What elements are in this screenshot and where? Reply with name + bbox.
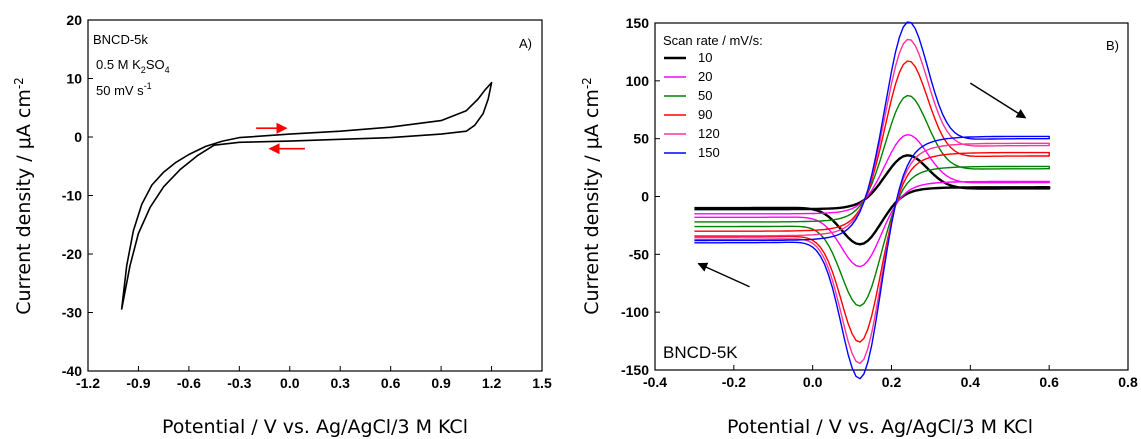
x-tick-label: 0.2 xyxy=(882,374,902,390)
panel-a-x-ticks: -1.2 -0.9 -0.6 -0.3 0.0 0.3 0.6 0.9 1.2 1.5 xyxy=(76,366,552,391)
x-tick-label: 0.4 xyxy=(961,374,981,390)
cv-curve-90 xyxy=(694,60,1050,343)
panel-b: -0.4 -0.2 0.0 0.2 0.4 0.6 0.8 -150 -100 -50 0 50 10… xyxy=(580,15,1138,438)
x-tick-label: 0.3 xyxy=(330,375,350,391)
scan-direction-arrow xyxy=(697,262,750,288)
legend-label: 150 xyxy=(698,145,720,160)
y-tick-label: 150 xyxy=(626,15,650,31)
legend-label: 10 xyxy=(698,50,712,65)
x-tick-label: -0.9 xyxy=(126,375,150,391)
x-tick-label: -1.2 xyxy=(76,375,100,391)
x-tick-label: 0.8 xyxy=(1118,374,1138,390)
panel-b-label: B) xyxy=(1106,38,1119,53)
x-tick-label: -0.4 xyxy=(643,374,667,390)
panel-b-series xyxy=(694,21,1051,380)
panel-b-legend: Scan rate / mV/s: 10 20 50 90 120 150 xyxy=(663,33,763,160)
scan-direction-arrow xyxy=(969,82,1027,119)
x-tick-label: 0.0 xyxy=(803,374,823,390)
y-tick-label: -30 xyxy=(62,305,82,321)
cv-curve-20 xyxy=(694,134,1050,268)
panel-a-series xyxy=(120,81,493,310)
y-tick-label: -40 xyxy=(62,363,82,379)
y-tick-label: 0 xyxy=(641,189,649,205)
x-tick-label: 0.9 xyxy=(431,375,451,391)
panel-b-x-axis-label: Potential / V vs. Ag/AgCl/3 M KCl xyxy=(727,416,1033,438)
panel-b-y-axis-label: Current density / μA cm-2 xyxy=(580,77,603,315)
panel-b-y-ticks: -150 -100 -50 0 50 100 150 xyxy=(621,15,660,378)
legend-label: 50 xyxy=(698,88,712,103)
legend-label: 20 xyxy=(698,69,712,84)
panel-b-x-ticks: -0.4 -0.2 0.0 0.2 0.4 0.6 0.8 xyxy=(643,365,1138,390)
panel-a-scan-rate: 50 mV s-1 xyxy=(96,81,152,98)
cv-curve-150 xyxy=(694,21,1050,380)
y-tick-label: 10 xyxy=(66,71,82,87)
panel-a-sample: BNCD-5k xyxy=(93,32,148,47)
x-tick-label: 0.0 xyxy=(280,375,300,391)
cv-curve-120 xyxy=(694,38,1050,365)
y-tick-label: -10 xyxy=(62,188,82,204)
panel-a-label: A) xyxy=(519,36,532,51)
y-tick-label: 100 xyxy=(626,73,650,89)
panel-b-sample-label: BNCD-5K xyxy=(663,343,738,362)
x-tick-label: -0.2 xyxy=(722,374,746,390)
panel-a-x-axis-label: Potential / V vs. Ag/AgCl/3 M KCl xyxy=(162,416,468,438)
panel-a: -1.2 -0.9 -0.6 -0.3 0.0 0.3 0.6 0.9 1.2 1.5 -40 -3… xyxy=(12,12,552,438)
panel-a-y-ticks: -40 -30 -20 -10 0 10 20 xyxy=(62,12,93,379)
x-tick-label: -0.3 xyxy=(227,375,251,391)
cv-curve xyxy=(120,81,493,310)
x-tick-label: 0.6 xyxy=(1039,374,1059,390)
x-tick-label: -0.6 xyxy=(177,375,201,391)
panel-b-arrows xyxy=(697,82,1027,288)
y-tick-label: 20 xyxy=(66,12,82,28)
y-tick-label: -50 xyxy=(629,246,649,262)
panel-a-arrows xyxy=(256,122,305,155)
y-tick-label: 50 xyxy=(633,131,649,147)
y-tick-label: 0 xyxy=(74,129,82,145)
legend-label: 90 xyxy=(698,107,712,122)
panel-a-frame xyxy=(87,19,543,372)
y-tick-label: -20 xyxy=(62,246,82,262)
y-tick-label: -150 xyxy=(621,362,649,378)
panel-a-y-axis-label: Current density / μA cm-2 xyxy=(12,77,35,315)
x-tick-label: 0.6 xyxy=(381,375,401,391)
cv-curve-10 xyxy=(694,154,1051,246)
cv-curve-50 xyxy=(694,94,1050,307)
legend-label: 120 xyxy=(698,126,720,141)
legend-title: Scan rate / mV/s: xyxy=(663,33,763,48)
y-tick-label: -100 xyxy=(621,304,649,320)
x-tick-label: 1.5 xyxy=(532,375,552,391)
x-tick-label: 1.2 xyxy=(482,375,502,391)
panel-a-electrolyte: 0.5 M K2SO4 xyxy=(96,57,170,75)
